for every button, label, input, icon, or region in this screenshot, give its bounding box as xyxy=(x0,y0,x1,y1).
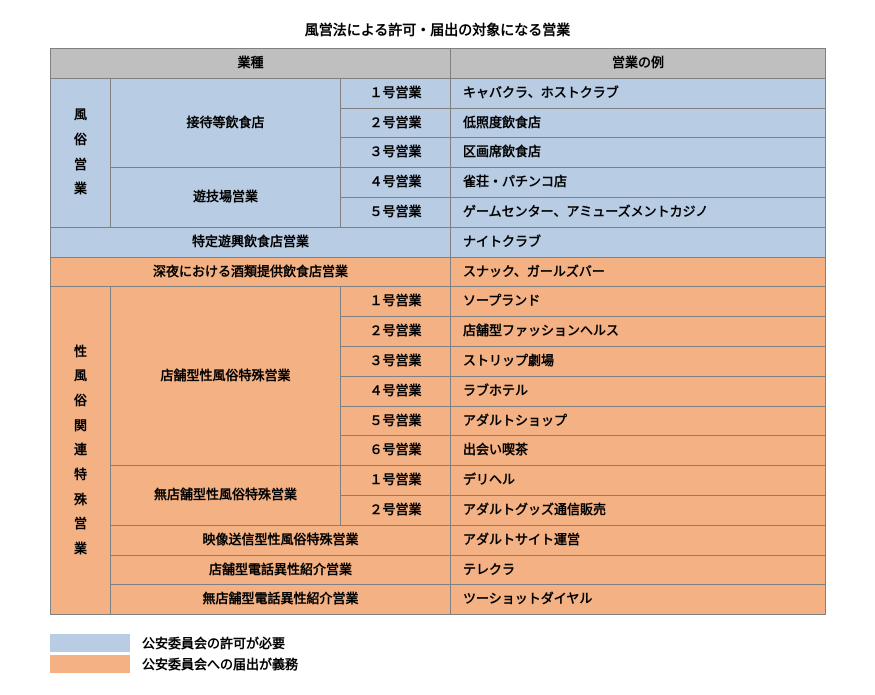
cell-ex: 出会い喫茶 xyxy=(451,436,826,466)
table-row: 特定遊興飲食店営業 ナイトクラブ xyxy=(51,227,826,257)
group1-label: 風 俗 営 業 xyxy=(51,78,111,227)
page-title: 風営法による許可・届出の対象になる営業 xyxy=(50,20,825,40)
group2-sub4-label: 店舗型電話異性紹介営業 xyxy=(111,555,451,585)
cell-ex: 店舗型ファッションヘルス xyxy=(451,317,826,347)
cell-ex: スナック、ガールズバー xyxy=(451,257,826,287)
group1-sub2-label: 遊技場営業 xyxy=(111,168,341,228)
legend-label-blue: 公安委員会の許可が必要 xyxy=(142,633,285,652)
cell-ex: ストリップ劇場 xyxy=(451,346,826,376)
group2-label: 性 風 俗 関 連 特 殊 営 業 xyxy=(51,287,111,615)
cell-ex: ラブホテル xyxy=(451,376,826,406)
table-row: 映像送信型性風俗特殊営業 アダルトサイト運営 xyxy=(51,525,826,555)
cell-ex: 区画席飲食店 xyxy=(451,138,826,168)
cell-num: ２号営業 xyxy=(341,317,451,347)
legend-row-blue: 公安委員会の許可が必要 xyxy=(50,633,825,652)
cell-ex: ナイトクラブ xyxy=(451,227,826,257)
group2-sub3-label: 映像送信型性風俗特殊営業 xyxy=(111,525,451,555)
legend-swatch-blue xyxy=(50,634,130,652)
table-row: 風 俗 営 業 接待等飲食店 １号営業 キャバクラ、ホストクラブ xyxy=(51,78,826,108)
table-row: 無店舗型性風俗特殊営業 １号営業 デリヘル xyxy=(51,466,826,496)
table-row: 遊技場営業 ４号営業 雀荘・パチンコ店 xyxy=(51,168,826,198)
group2-sub5-label: 無店舗型電話異性紹介営業 xyxy=(111,585,451,615)
mid-label: 深夜における酒類提供飲食店営業 xyxy=(51,257,451,287)
cell-num: ３号営業 xyxy=(341,138,451,168)
business-table: 業種 営業の例 風 俗 営 業 接待等飲食店 １号営業 キャバクラ、ホストクラブ… xyxy=(50,48,826,615)
legend: 公安委員会の許可が必要 公安委員会への届出が義務 xyxy=(50,633,825,673)
table-row: 無店舗型電話異性紹介営業 ツーショットダイヤル xyxy=(51,585,826,615)
legend-label-orange: 公安委員会への届出が義務 xyxy=(142,654,298,673)
group1-sub3-label: 特定遊興飲食店営業 xyxy=(51,227,451,257)
header-category: 業種 xyxy=(51,49,451,79)
cell-num: ３号営業 xyxy=(341,346,451,376)
cell-num: ２号営業 xyxy=(341,108,451,138)
table-row: 深夜における酒類提供飲食店営業 スナック、ガールズバー xyxy=(51,257,826,287)
group2-sub2-label: 無店舗型性風俗特殊営業 xyxy=(111,466,341,526)
legend-row-orange: 公安委員会への届出が義務 xyxy=(50,654,825,673)
cell-num: ４号営業 xyxy=(341,168,451,198)
cell-ex: 低照度飲食店 xyxy=(451,108,826,138)
cell-ex: ゲームセンター、アミューズメントカジノ xyxy=(451,197,826,227)
cell-num: ６号営業 xyxy=(341,436,451,466)
table-row: 性 風 俗 関 連 特 殊 営 業 店舗型性風俗特殊営業 １号営業 ソープランド xyxy=(51,287,826,317)
cell-num: ２号営業 xyxy=(341,495,451,525)
cell-ex: アダルトショップ xyxy=(451,406,826,436)
table-row: 店舗型電話異性紹介営業 テレクラ xyxy=(51,555,826,585)
cell-num: ４号営業 xyxy=(341,376,451,406)
cell-ex: ソープランド xyxy=(451,287,826,317)
cell-num: １号営業 xyxy=(341,287,451,317)
cell-num: １号営業 xyxy=(341,78,451,108)
group2-sub1-label: 店舗型性風俗特殊営業 xyxy=(111,287,341,466)
cell-ex: アダルトサイト運営 xyxy=(451,525,826,555)
cell-ex: ツーショットダイヤル xyxy=(451,585,826,615)
cell-ex: アダルトグッズ通信販売 xyxy=(451,495,826,525)
cell-ex: キャバクラ、ホストクラブ xyxy=(451,78,826,108)
cell-ex: デリヘル xyxy=(451,466,826,496)
table-header-row: 業種 営業の例 xyxy=(51,49,826,79)
cell-ex: 雀荘・パチンコ店 xyxy=(451,168,826,198)
cell-num: ５号営業 xyxy=(341,406,451,436)
header-example: 営業の例 xyxy=(451,49,826,79)
cell-num: １号営業 xyxy=(341,466,451,496)
cell-ex: テレクラ xyxy=(451,555,826,585)
group1-sub1-label: 接待等飲食店 xyxy=(111,78,341,167)
cell-num: ５号営業 xyxy=(341,197,451,227)
legend-swatch-orange xyxy=(50,655,130,673)
